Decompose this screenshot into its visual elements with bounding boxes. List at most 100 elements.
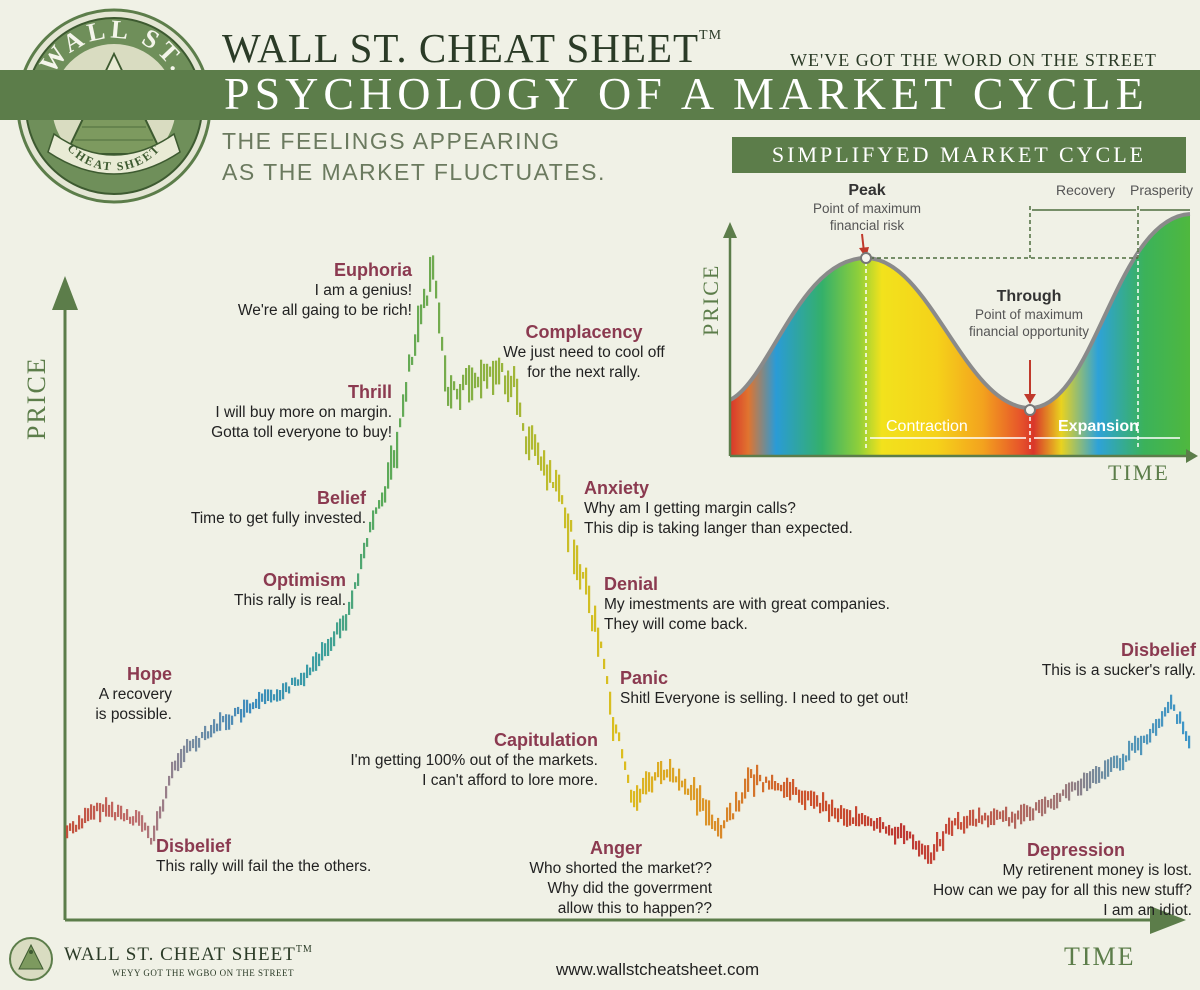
- price-candle: [333, 631, 336, 647]
- price-candle: [459, 383, 462, 410]
- price-candle: [1089, 771, 1092, 789]
- price-candle: [933, 844, 936, 861]
- stage-complacency: Complacency We just need to cool off for…: [503, 322, 665, 381]
- inset-x-axis-label: TIME: [1108, 460, 1170, 485]
- price-candle: [312, 656, 315, 672]
- price-candle: [261, 693, 264, 702]
- price-candle: [945, 823, 948, 834]
- price-candle: [1146, 734, 1149, 745]
- price-candle: [384, 486, 387, 503]
- price-candle: [768, 780, 771, 790]
- price-candle: [729, 802, 732, 821]
- inset-expansion-label: Expansion: [1058, 418, 1139, 435]
- price-candle: [567, 513, 570, 553]
- price-candle: [294, 677, 297, 687]
- footer-url[interactable]: www.wallstcheatsheet.com: [556, 960, 760, 979]
- subtitle-line-2: AS THE MARKET FLUCTUATES.: [222, 159, 606, 185]
- price-candle: [522, 423, 525, 431]
- price-candle: [504, 375, 507, 395]
- price-candle: [180, 748, 183, 768]
- price-candle: [447, 386, 450, 406]
- price-candle: [165, 786, 168, 799]
- price-candle: [480, 359, 483, 399]
- price-candle: [627, 774, 630, 783]
- price-candle: [588, 585, 591, 614]
- price-candle: [156, 811, 159, 831]
- price-candle: [423, 288, 426, 309]
- price-candle: [678, 768, 681, 791]
- brand-tagline: WE'VE GOT THE WORD ON THE STREET: [790, 50, 1157, 70]
- price-candle: [1017, 810, 1020, 820]
- price-candle: [924, 845, 927, 860]
- price-candle: [327, 638, 330, 656]
- price-candle: [1014, 813, 1017, 829]
- price-candle: [489, 366, 492, 377]
- price-candle: [438, 302, 441, 334]
- price-candle: [957, 811, 960, 830]
- price-candle: [138, 811, 141, 826]
- price-candle: [285, 682, 288, 693]
- price-candle: [621, 749, 624, 759]
- price-candle: [630, 789, 633, 803]
- price-candle: [861, 813, 864, 825]
- price-candle: [1080, 778, 1083, 796]
- price-candle: [996, 809, 999, 820]
- price-candle: [585, 567, 588, 595]
- price-candle: [321, 642, 324, 661]
- price-candle: [546, 464, 549, 491]
- price-candle: [771, 774, 774, 790]
- price-candle: [948, 817, 951, 835]
- price-candle: [855, 806, 858, 827]
- price-candle: [528, 426, 531, 461]
- price-candle: [363, 542, 366, 559]
- price-candle: [513, 366, 516, 388]
- price-candle: [540, 456, 543, 471]
- price-candle: [669, 758, 672, 782]
- page-subtitle: THE FEELINGS APPEARING AS THE MARKET FLU…: [222, 126, 606, 188]
- price-candle: [843, 808, 846, 826]
- price-candle: [690, 784, 693, 801]
- price-candle: [654, 772, 657, 781]
- price-candle: [81, 818, 84, 829]
- price-candle: [195, 735, 198, 752]
- price-candle: [288, 686, 291, 694]
- price-candle: [993, 808, 996, 826]
- price-candle: [825, 800, 828, 812]
- price-candle: [297, 679, 300, 686]
- price-candle: [1176, 714, 1179, 724]
- price-candle: [153, 825, 156, 842]
- price-candle: [972, 809, 975, 826]
- stage-optimism: Optimism This rally is real.: [234, 570, 346, 609]
- footer-brand: WALL ST. CHEAT SHEETTM: [64, 944, 313, 965]
- price-candle: [456, 388, 459, 400]
- stage-disbelief-2: Disbelief This is a sucker's rally.: [1041, 640, 1196, 679]
- price-candle: [315, 652, 318, 671]
- price-candle: [237, 706, 240, 715]
- price-candle: [372, 510, 375, 530]
- price-candle: [72, 821, 75, 834]
- price-candle: [186, 739, 189, 753]
- price-candle: [693, 777, 696, 800]
- price-candle: [615, 724, 618, 734]
- price-candle: [114, 812, 117, 821]
- price-candle: [234, 707, 237, 717]
- price-candle: [786, 777, 789, 797]
- price-candle: [531, 425, 534, 450]
- price-candle: [444, 355, 447, 392]
- price-candle: [906, 830, 909, 841]
- price-candle: [159, 806, 162, 819]
- price-candle: [561, 495, 564, 505]
- price-candle: [330, 637, 333, 651]
- price-candle: [594, 605, 597, 632]
- price-candle: [309, 667, 312, 676]
- price-candle: [834, 807, 837, 819]
- stage-capitulation: Capitulation I'm getting 100% out of the…: [350, 730, 598, 789]
- price-candle: [276, 689, 279, 702]
- price-candle: [816, 795, 819, 807]
- price-candle: [468, 365, 471, 403]
- price-candle: [579, 564, 582, 590]
- price-candle: [96, 802, 99, 812]
- price-candle: [255, 698, 258, 709]
